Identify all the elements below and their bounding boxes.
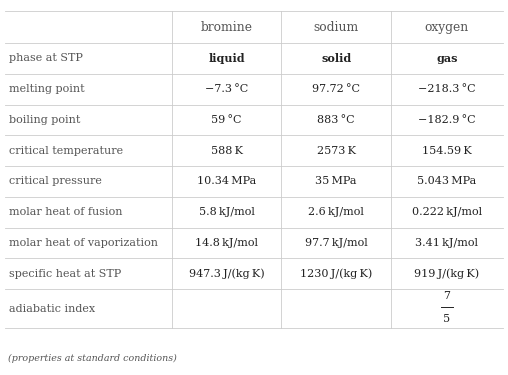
Text: 1230 J/(kg K): 1230 J/(kg K) [300, 268, 372, 279]
Text: 5.043 MPa: 5.043 MPa [417, 177, 477, 186]
Text: molar heat of fusion: molar heat of fusion [9, 207, 122, 217]
Text: sodium: sodium [313, 21, 359, 34]
Text: (properties at standard conditions): (properties at standard conditions) [8, 354, 176, 363]
Text: 2573 K: 2573 K [316, 146, 356, 156]
Text: boiling point: boiling point [9, 115, 81, 125]
Text: 919 J/(kg K): 919 J/(kg K) [415, 268, 480, 279]
Text: 883 °C: 883 °C [318, 115, 355, 125]
Text: 10.34 MPa: 10.34 MPa [197, 177, 256, 186]
Text: 154.59 K: 154.59 K [422, 146, 472, 156]
Text: 5.8 kJ/mol: 5.8 kJ/mol [199, 207, 255, 217]
Text: 2.6 kJ/mol: 2.6 kJ/mol [308, 207, 364, 217]
Text: 0.222 kJ/mol: 0.222 kJ/mol [412, 207, 482, 217]
Text: specific heat at STP: specific heat at STP [9, 269, 121, 279]
Text: 35 MPa: 35 MPa [315, 177, 357, 186]
Text: −182.9 °C: −182.9 °C [418, 115, 475, 125]
Text: 5: 5 [443, 314, 451, 324]
Text: critical pressure: critical pressure [9, 177, 102, 186]
Text: solid: solid [321, 53, 351, 64]
Text: adiabatic index: adiabatic index [9, 304, 96, 314]
Text: 3.41 kJ/mol: 3.41 kJ/mol [416, 238, 479, 248]
Text: phase at STP: phase at STP [9, 54, 83, 63]
Text: oxygen: oxygen [425, 21, 469, 34]
Text: critical temperature: critical temperature [9, 146, 123, 156]
Text: 97.7 kJ/mol: 97.7 kJ/mol [305, 238, 367, 248]
Text: bromine: bromine [201, 21, 252, 34]
Text: molar heat of vaporization: molar heat of vaporization [9, 238, 158, 248]
Text: 7: 7 [443, 291, 451, 302]
Text: 588 K: 588 K [211, 146, 243, 156]
Text: 14.8 kJ/mol: 14.8 kJ/mol [195, 238, 258, 248]
Text: liquid: liquid [208, 53, 245, 64]
Text: −218.3 °C: −218.3 °C [418, 84, 475, 94]
Text: 97.72 °C: 97.72 °C [312, 84, 360, 94]
Text: gas: gas [436, 53, 458, 64]
Text: 947.3 J/(kg K): 947.3 J/(kg K) [189, 268, 265, 279]
Text: −7.3 °C: −7.3 °C [205, 84, 248, 94]
Text: melting point: melting point [9, 84, 85, 94]
Text: 59 °C: 59 °C [211, 115, 242, 125]
